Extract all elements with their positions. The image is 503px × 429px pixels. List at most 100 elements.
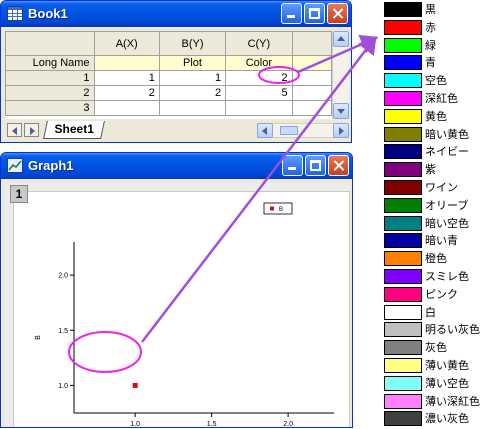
color-label: 空色 <box>425 74 447 88</box>
cell-a1[interactable]: 1 <box>93 70 160 86</box>
cell-a2[interactable]: 2 <box>93 85 160 101</box>
legend[interactable]: B <box>263 202 293 215</box>
minimize-button[interactable] <box>281 3 302 24</box>
color-swatch <box>384 340 422 356</box>
data-point[interactable] <box>132 382 138 388</box>
color-item: ピンク <box>381 285 503 305</box>
color-item: 薄い空色 <box>381 374 503 394</box>
book1-window[interactable]: Book1 A(X) B(Y) C(Y) Long Name Plot Colo… <box>0 0 352 143</box>
color-swatch <box>384 37 422 53</box>
color-item: 濃い灰色 <box>381 409 503 429</box>
x-tick-label: 2.0 <box>283 421 293 428</box>
column-header-c[interactable]: C(Y) <box>225 31 293 56</box>
minimize-button[interactable] <box>282 155 303 176</box>
minimize-icon <box>282 4 301 23</box>
cell-c1[interactable]: 2 <box>225 70 293 86</box>
scroll-thumb[interactable] <box>280 126 298 135</box>
cell-empty[interactable] <box>291 100 332 116</box>
color-item: 白 <box>381 303 503 323</box>
color-item: ネイビー <box>381 142 503 162</box>
sheet-tab-sheet1[interactable]: Sheet1 <box>43 121 105 139</box>
color-swatch <box>384 269 422 284</box>
graph-page[interactable]: 1.01.52.01.01.52.0ABB <box>13 191 351 428</box>
maximize-button[interactable] <box>304 3 325 24</box>
graph-icon <box>7 158 23 173</box>
color-item: 深紅色 <box>381 89 503 109</box>
color-item: 薄い黄色 <box>381 356 503 376</box>
graph1-title: Graph1 <box>28 158 74 173</box>
scatter-plot[interactable]: 1.01.52.01.01.52.0ABB <box>14 192 351 428</box>
color-label: 明るい灰色 <box>425 323 480 337</box>
color-swatch <box>384 233 422 249</box>
scroll-right-button[interactable] <box>333 123 349 138</box>
color-swatch <box>384 197 422 213</box>
color-swatch <box>384 2 422 17</box>
color-swatch <box>384 215 422 231</box>
cell-b1[interactable]: 1 <box>158 70 227 86</box>
color-label: 暗い黄色 <box>425 127 469 141</box>
graph-client-area[interactable]: 1.01.52.01.01.52.0ABB 1 <box>5 183 351 428</box>
color-label: 薄い黄色 <box>425 359 469 372</box>
scroll-down-button[interactable] <box>333 103 349 119</box>
color-item: 灰色 <box>381 338 503 358</box>
row-header[interactable]: 3 <box>5 100 95 116</box>
color-item: 緑 <box>381 36 503 56</box>
sheet-next-button[interactable] <box>24 123 39 137</box>
long-name-cell-b[interactable]: Plot <box>158 55 227 71</box>
color-label: 灰色 <box>425 341 447 355</box>
sheet-tab-bar: Sheet1 <box>5 121 349 139</box>
close-button[interactable] <box>327 3 348 24</box>
color-label: 紫 <box>425 163 436 177</box>
color-label: 赤 <box>425 20 436 34</box>
grid-corner[interactable] <box>5 31 95 56</box>
row-header-long-name[interactable]: Long Name <box>5 55 95 71</box>
color-item: オリーブ <box>381 196 503 216</box>
column-header-b[interactable]: B(Y) <box>158 31 227 56</box>
color-label: 濃い灰色 <box>425 412 469 426</box>
color-swatch <box>384 304 422 320</box>
layer-badge[interactable]: 1 <box>10 185 28 203</box>
column-header-a[interactable]: A(X) <box>93 31 160 56</box>
maximize-button[interactable] <box>305 155 326 176</box>
cell-c2[interactable]: 5 <box>225 85 293 101</box>
long-name-cell-c[interactable]: Color <box>225 55 293 71</box>
book1-titlebar[interactable]: Book1 <box>1 1 351 27</box>
color-item: 黒 <box>381 0 503 20</box>
column-header-empty[interactable] <box>291 31 332 56</box>
cell-c3[interactable] <box>225 100 293 116</box>
scroll-up-button[interactable] <box>333 31 349 47</box>
cell-empty[interactable] <box>291 85 332 101</box>
color-item: スミレ色 <box>381 267 503 287</box>
scroll-left-button[interactable] <box>257 123 273 138</box>
color-label: 深紅色 <box>425 92 458 105</box>
color-item: ワイン <box>381 178 503 198</box>
row-header[interactable]: 1 <box>5 70 95 86</box>
color-label: オリーブ <box>425 198 469 212</box>
y-axis-label[interactable]: B <box>35 335 42 340</box>
color-swatch <box>384 322 422 338</box>
long-name-cell-empty[interactable] <box>291 55 332 71</box>
color-label: 橙色 <box>425 252 447 266</box>
legend-box <box>263 202 293 215</box>
color-swatch <box>384 180 422 195</box>
cell-b3[interactable] <box>158 100 227 116</box>
horizontal-scrollbar[interactable] <box>257 123 349 138</box>
color-label: 黄色 <box>425 109 447 123</box>
x-tick-label: 1.5 <box>207 421 217 428</box>
worksheet-grid[interactable]: A(X) B(Y) C(Y) Long Name Plot Color 1 1 … <box>5 31 332 119</box>
color-label: 薄い空色 <box>425 376 469 390</box>
cell-empty[interactable] <box>291 70 332 86</box>
vertical-scrollbar[interactable] <box>332 31 349 119</box>
color-label: ワイン <box>425 181 458 194</box>
graph1-titlebar[interactable]: Graph1 <box>1 153 352 179</box>
table-row: 2 2 2 5 <box>5 85 332 101</box>
sheet-prev-button[interactable] <box>7 123 22 137</box>
row-header[interactable]: 2 <box>5 85 95 101</box>
close-button[interactable] <box>328 155 349 176</box>
graph1-window[interactable]: Graph1 1.01.52.01.01.52.0ABB 1 <box>0 152 353 428</box>
cell-b2[interactable]: 2 <box>158 85 227 101</box>
color-label: 白 <box>425 305 436 319</box>
sheet-tab-label: Sheet1 <box>54 122 94 136</box>
long-name-cell-a[interactable] <box>93 55 160 71</box>
cell-a3[interactable] <box>93 100 160 116</box>
